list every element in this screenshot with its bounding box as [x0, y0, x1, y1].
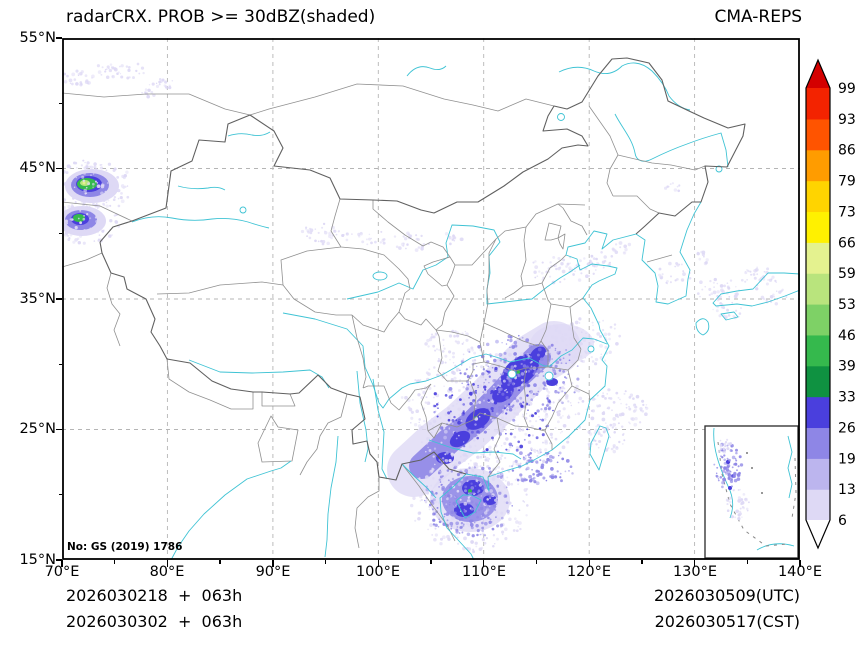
- axis-tick: [483, 560, 485, 567]
- svg-text:59: 59: [838, 266, 856, 282]
- axis-tick: [746, 560, 748, 564]
- lon-tick-label: 100°E: [355, 564, 401, 580]
- china-map: [43, 38, 801, 561]
- svg-text:46: 46: [838, 328, 856, 344]
- svg-text:39: 39: [838, 359, 856, 375]
- axis-tick: [58, 233, 62, 235]
- svg-text:99: 99: [838, 81, 856, 97]
- map-plot-area: No: GS (2019) 1786: [43, 38, 801, 561]
- lat-tick-label: 55°N: [19, 30, 56, 46]
- axis-tick: [55, 559, 62, 561]
- lon-tick-label: 120°E: [566, 564, 612, 580]
- svg-text:79: 79: [838, 174, 856, 190]
- lon-tick-label: 140°E: [777, 564, 823, 580]
- axis-tick: [693, 560, 696, 567]
- lat-tick-label: 35°N: [19, 291, 56, 307]
- colorbar-under-arrow: [806, 520, 830, 548]
- lat-tick-label: 45°N: [19, 160, 56, 176]
- lon-tick-label: 90°E: [255, 564, 291, 580]
- axis-tick: [588, 560, 590, 567]
- lon-tick-label: 110°E: [461, 564, 507, 580]
- colorbar-outline: [805, 58, 831, 550]
- axis-tick: [324, 560, 327, 564]
- lon-tick-label: 80°E: [149, 564, 185, 580]
- svg-text:86: 86: [838, 143, 856, 159]
- lon-tick-label: 130°E: [672, 564, 718, 580]
- axis-tick: [114, 560, 116, 564]
- axis-tick: [272, 560, 274, 567]
- svg-text:13: 13: [838, 482, 856, 498]
- axis-tick: [535, 560, 538, 564]
- axis-tick: [377, 560, 379, 567]
- map-license-note: No: GS (2019) 1786: [67, 541, 183, 553]
- colorbar-cells: [806, 88, 830, 521]
- foreign-borders: [61, 83, 673, 549]
- axis-tick: [55, 37, 62, 39]
- axis-tick: [55, 167, 62, 170]
- svg-text:26: 26: [838, 420, 856, 436]
- svg-text:19: 19: [838, 451, 856, 467]
- svg-text:66: 66: [838, 235, 856, 251]
- axis-tick: [799, 560, 801, 567]
- model-label: CMA-REPS: [714, 7, 802, 27]
- colorbar-labels: 6 13 19 26 33 39 46 53 59 66 73 79 86 93 99: [838, 81, 856, 529]
- axis-tick: [55, 298, 62, 300]
- south-china-sea-inset: [704, 425, 799, 559]
- valid-time-utc: 2026030509(UTC): [654, 586, 800, 605]
- init-time-cst-lead: 2026030302 + 063h: [66, 612, 243, 631]
- axis-tick: [430, 560, 432, 564]
- valid-time-cst: 2026030517(CST): [654, 612, 800, 631]
- national-border: [99, 57, 746, 481]
- init-time-utc-lead: 2026030218 + 063h: [66, 586, 243, 605]
- axis-tick: [219, 560, 221, 564]
- colorbar: 6 13 19 26 33 39 46 53 59 66 73 79 86 93 99: [805, 58, 856, 550]
- svg-text:93: 93: [838, 112, 856, 128]
- axis-tick: [58, 494, 62, 496]
- svg-text:73: 73: [838, 204, 856, 220]
- lat-tick-label: 15°N: [19, 552, 56, 568]
- axis-tick: [58, 363, 62, 365]
- axis-tick: [61, 560, 63, 567]
- axis-tick: [58, 102, 62, 104]
- svg-text:33: 33: [838, 390, 856, 406]
- axes-frame: [62, 38, 800, 560]
- province-borders: [156, 105, 706, 478]
- probability-speckles: [43, 62, 788, 554]
- probability-shading: [58, 169, 594, 532]
- lat-tick-label: 25°N: [19, 421, 56, 437]
- plot-title: radarCRX. PROB >= 30dBZ(shaded): [66, 7, 376, 27]
- colorbar-over-arrow: [806, 60, 830, 88]
- lon-tick-label: 70°E: [44, 564, 80, 580]
- axis-tick: [55, 428, 62, 431]
- axis-tick: [641, 560, 643, 564]
- svg-text:6: 6: [838, 513, 847, 529]
- axis-tick: [166, 560, 169, 567]
- svg-text:53: 53: [838, 297, 856, 313]
